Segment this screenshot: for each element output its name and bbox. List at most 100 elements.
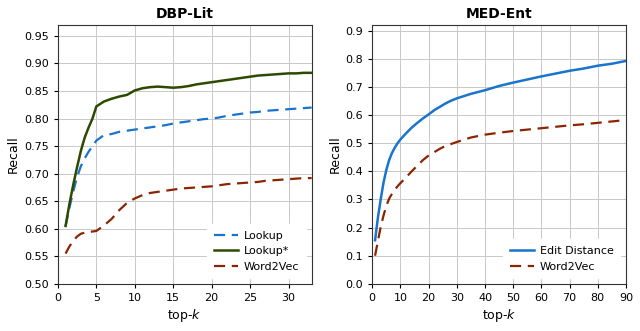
Word2Vec (277, 178, 285, 182)
Edit Distance (538, 74, 545, 78)
Lookup* (269, 72, 277, 76)
Lookup (223, 114, 231, 118)
Lookup (177, 120, 185, 124)
Word2Vec (608, 119, 616, 123)
Lookup* (292, 71, 300, 75)
Lookup* (193, 82, 200, 86)
Lookup* (254, 73, 262, 77)
Lookup (208, 117, 216, 120)
Lookup (216, 116, 223, 119)
Word2Vec (538, 126, 545, 130)
Word2Vec (177, 187, 185, 191)
Lookup* (69, 183, 77, 187)
Lookup (193, 118, 200, 122)
Lookup* (139, 86, 147, 90)
Word2Vec (61, 252, 69, 256)
Word2Vec (81, 231, 89, 235)
Word2Vec (453, 140, 461, 144)
Lookup* (147, 85, 154, 89)
Word2Vec (269, 178, 277, 182)
Lookup* (124, 93, 131, 97)
Lookup (100, 133, 108, 137)
Legend: Edit Distance, Word2Vec: Edit Distance, Word2Vec (503, 239, 620, 278)
Word2Vec (431, 150, 438, 154)
Lookup (200, 117, 208, 121)
Word2Vec (436, 147, 444, 151)
Lookup (285, 107, 292, 111)
Lookup* (65, 202, 73, 206)
Edit Distance (394, 141, 401, 145)
Lookup* (154, 85, 162, 89)
Lookup* (231, 77, 239, 81)
Lookup* (73, 165, 81, 169)
Lookup* (61, 224, 69, 228)
Word2Vec (408, 169, 415, 173)
Word2Vec (300, 176, 308, 180)
Lookup* (177, 85, 185, 89)
Word2Vec (116, 208, 124, 212)
Word2Vec (85, 230, 93, 234)
Word2Vec (185, 186, 193, 190)
Word2Vec (162, 189, 170, 193)
Edit Distance (431, 108, 438, 112)
Lookup (73, 175, 81, 179)
Word2Vec (394, 184, 401, 188)
Lookup (139, 126, 147, 130)
Lookup (69, 189, 77, 193)
Word2Vec (200, 185, 208, 189)
Word2Vec (371, 254, 379, 258)
Word2Vec (425, 154, 433, 158)
Edit Distance (408, 126, 415, 130)
Word2Vec (170, 188, 177, 192)
Word2Vec (481, 133, 489, 137)
Word2Vec (254, 180, 262, 184)
Word2Vec (285, 177, 292, 181)
Lookup (116, 130, 124, 134)
Lookup* (162, 85, 170, 89)
Word2Vec (93, 229, 100, 233)
Lookup* (239, 76, 246, 80)
Word2Vec (495, 131, 503, 135)
Edit Distance (594, 64, 602, 68)
Word2Vec (223, 182, 231, 186)
Edit Distance (383, 168, 390, 172)
Lookup (124, 129, 131, 133)
Lookup (300, 106, 308, 110)
Word2Vec (580, 122, 588, 126)
Word2Vec (447, 142, 455, 146)
Lookup* (246, 75, 254, 79)
Lookup (131, 127, 139, 131)
Edit Distance (552, 71, 559, 75)
Lookup (108, 132, 116, 136)
Lookup (292, 107, 300, 111)
Word2Vec (131, 197, 139, 201)
Word2Vec (239, 181, 246, 185)
Edit Distance (402, 131, 410, 135)
Edit Distance (447, 99, 455, 103)
Word2Vec (594, 121, 602, 125)
Word2Vec (69, 239, 77, 243)
Y-axis label: Recall: Recall (7, 135, 20, 173)
Edit Distance (388, 151, 396, 155)
X-axis label: top-$k$: top-$k$ (482, 307, 516, 324)
Y-axis label: Recall: Recall (328, 135, 341, 173)
Lookup* (108, 97, 116, 101)
Lookup (147, 125, 154, 129)
Lookup (61, 224, 69, 228)
Lookup* (277, 72, 285, 76)
Word2Vec (413, 164, 421, 167)
Edit Distance (413, 121, 421, 125)
Word2Vec (100, 223, 108, 227)
Edit Distance (495, 84, 503, 88)
Lookup (246, 111, 254, 115)
Lookup* (262, 73, 269, 77)
Word2Vec (524, 128, 531, 132)
Lookup (170, 121, 177, 125)
Lookup (93, 139, 100, 143)
Lookup (308, 106, 316, 110)
Line: Word2Vec: Word2Vec (65, 178, 312, 254)
Lookup* (85, 125, 93, 129)
Word2Vec (208, 184, 216, 188)
Lookup* (308, 71, 316, 75)
Lookup (231, 113, 239, 117)
